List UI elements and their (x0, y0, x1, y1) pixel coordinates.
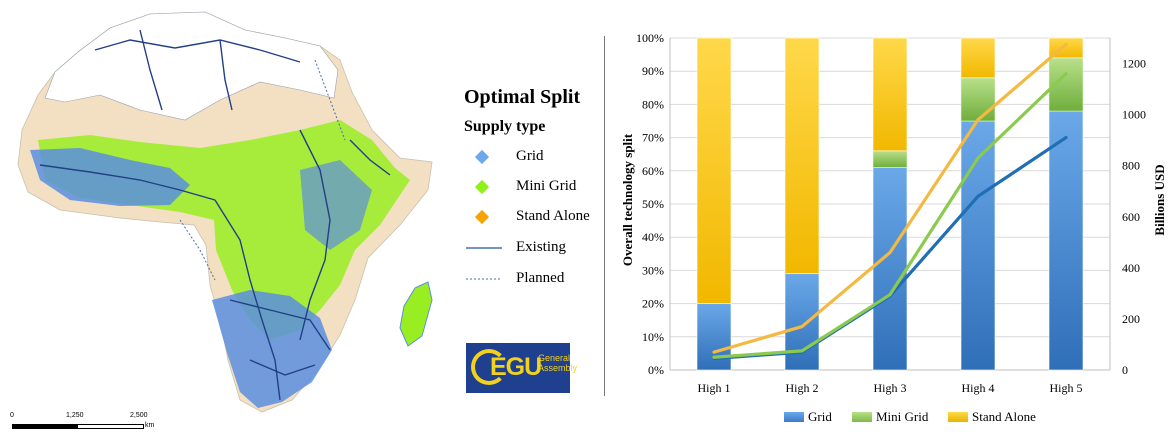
legend-label-mini-grid: Mini Grid (516, 178, 577, 194)
egu-logo-line2: Assembly (538, 363, 578, 373)
x-tick-label: High 5 (1050, 381, 1083, 395)
y-tick-label: 40% (642, 230, 664, 244)
scale-label-2: 2,500 (130, 412, 148, 419)
legend-subtitle: Supply type (464, 118, 546, 135)
madagascar (399, 281, 433, 347)
scale-label-0: 0 (10, 412, 14, 419)
bar-stand-alone (696, 37, 732, 304)
chart-legend: Grid Mini Grid Stand Alone (784, 408, 1084, 426)
scale-bar-graphic (12, 424, 144, 429)
y2-tick-label: 1000 (1122, 108, 1146, 122)
chart-legend-label: Stand Alone (972, 409, 1036, 424)
bar-stand-alone (784, 37, 820, 275)
y2-axis-title: Billions USD (1152, 164, 1167, 236)
solid-line-icon (466, 247, 502, 249)
bar-grid (960, 120, 996, 371)
chart-legend-label: Mini Grid (876, 409, 929, 424)
legend-label-planned: Planned (516, 270, 565, 286)
scale-unit: km (145, 422, 155, 429)
map-legend: Optimal Split Supply type Grid Mini Grid… (458, 78, 608, 308)
line-stand-alone-cost (712, 42, 1068, 354)
y2-tick-label: 400 (1122, 261, 1140, 275)
legend-label-grid: Grid (516, 148, 544, 164)
y-tick-label: 30% (642, 263, 664, 277)
legend-item-existing: Existing (462, 239, 612, 259)
y-tick-label: 20% (642, 297, 664, 311)
legend-item-grid: Grid (462, 148, 612, 168)
y-tick-label: 100% (636, 31, 664, 45)
africa-map: 0 1,250 2,500 km (0, 0, 450, 439)
grid-region-west (30, 148, 190, 206)
y2-tick-label: 1200 (1122, 57, 1146, 71)
grid-region-east (300, 160, 372, 250)
y2-tick-label: 200 (1122, 312, 1140, 326)
chart-panel: 0% 10% 20% 30% 40% 50% 60% 70% 80% 90% 100% 0 200 400… (610, 0, 1170, 439)
y2-tick-label: 0 (1122, 363, 1128, 377)
x-tick-label: High 3 (874, 381, 907, 395)
y2-tick-label: 600 (1122, 210, 1140, 224)
diamond-icon (474, 209, 490, 225)
chart-legend-label: Grid (808, 409, 832, 424)
egu-logo-line1: General (538, 353, 571, 363)
y-tick-label: 70% (642, 131, 664, 145)
x-tick-label: High 1 (698, 381, 731, 395)
sahara-region (44, 11, 339, 121)
existing-grid-lines (39, 29, 391, 401)
x-tick-label: High 2 (786, 381, 819, 395)
legend-swatch (784, 412, 804, 422)
x-tick-label: High 4 (962, 381, 995, 395)
legend-title: Optimal Split (464, 86, 581, 108)
egu-logo-text: EGU (490, 353, 542, 381)
egu-logo-subtext: General Assembly (538, 353, 577, 373)
bar-stand-alone (872, 37, 908, 152)
y2-tick-label: 800 (1122, 159, 1140, 173)
scale-label-1: 1,250 (66, 412, 84, 419)
bar-mini-grid (960, 77, 996, 122)
y-tick-label: 60% (642, 164, 664, 178)
diamond-icon (474, 149, 490, 165)
egu-logo: EGU General Assembly (466, 343, 577, 393)
line-mini-grid-cost (712, 72, 1068, 359)
legend-swatch (948, 412, 968, 422)
legend-item-mini-grid: Mini Grid (462, 178, 612, 198)
y-axis-label-left: Overall technology split (618, 40, 638, 360)
y-tick-label: 50% (642, 197, 664, 211)
bar-grid (872, 167, 908, 371)
y-axis-title: Overall technology split (620, 133, 635, 267)
legend-swatch (852, 412, 872, 422)
y-axis-label-right: Billions USD (1150, 40, 1170, 360)
bar-grid (784, 273, 820, 371)
map-scale-bar: 0 1,250 2,500 km (10, 412, 155, 434)
legend-label-stand-alone: Stand Alone (516, 208, 590, 224)
africa-map-graphic (17, 11, 433, 413)
y-tick-label: 80% (642, 97, 664, 111)
legend-item-planned: Planned (462, 270, 612, 290)
bar-mini-grid (872, 150, 908, 168)
technology-split-chart: 0% 10% 20% 30% 40% 50% 60% 70% 80% 90% 100% 0 200 400… (636, 31, 1146, 395)
bar-grid (1048, 110, 1084, 371)
y-tick-label: 0% (648, 363, 664, 377)
y-tick-label: 90% (642, 64, 664, 78)
diamond-icon (474, 179, 490, 195)
dotted-line-icon (466, 278, 502, 280)
planned-grid-lines (179, 59, 346, 281)
panel-divider (604, 36, 605, 396)
legend-item-stand-alone: Stand Alone (462, 208, 612, 228)
bar-stand-alone (960, 37, 996, 79)
y-tick-label: 10% (642, 330, 664, 344)
egu-logo-arc (471, 349, 507, 385)
legend-label-existing: Existing (516, 239, 567, 255)
